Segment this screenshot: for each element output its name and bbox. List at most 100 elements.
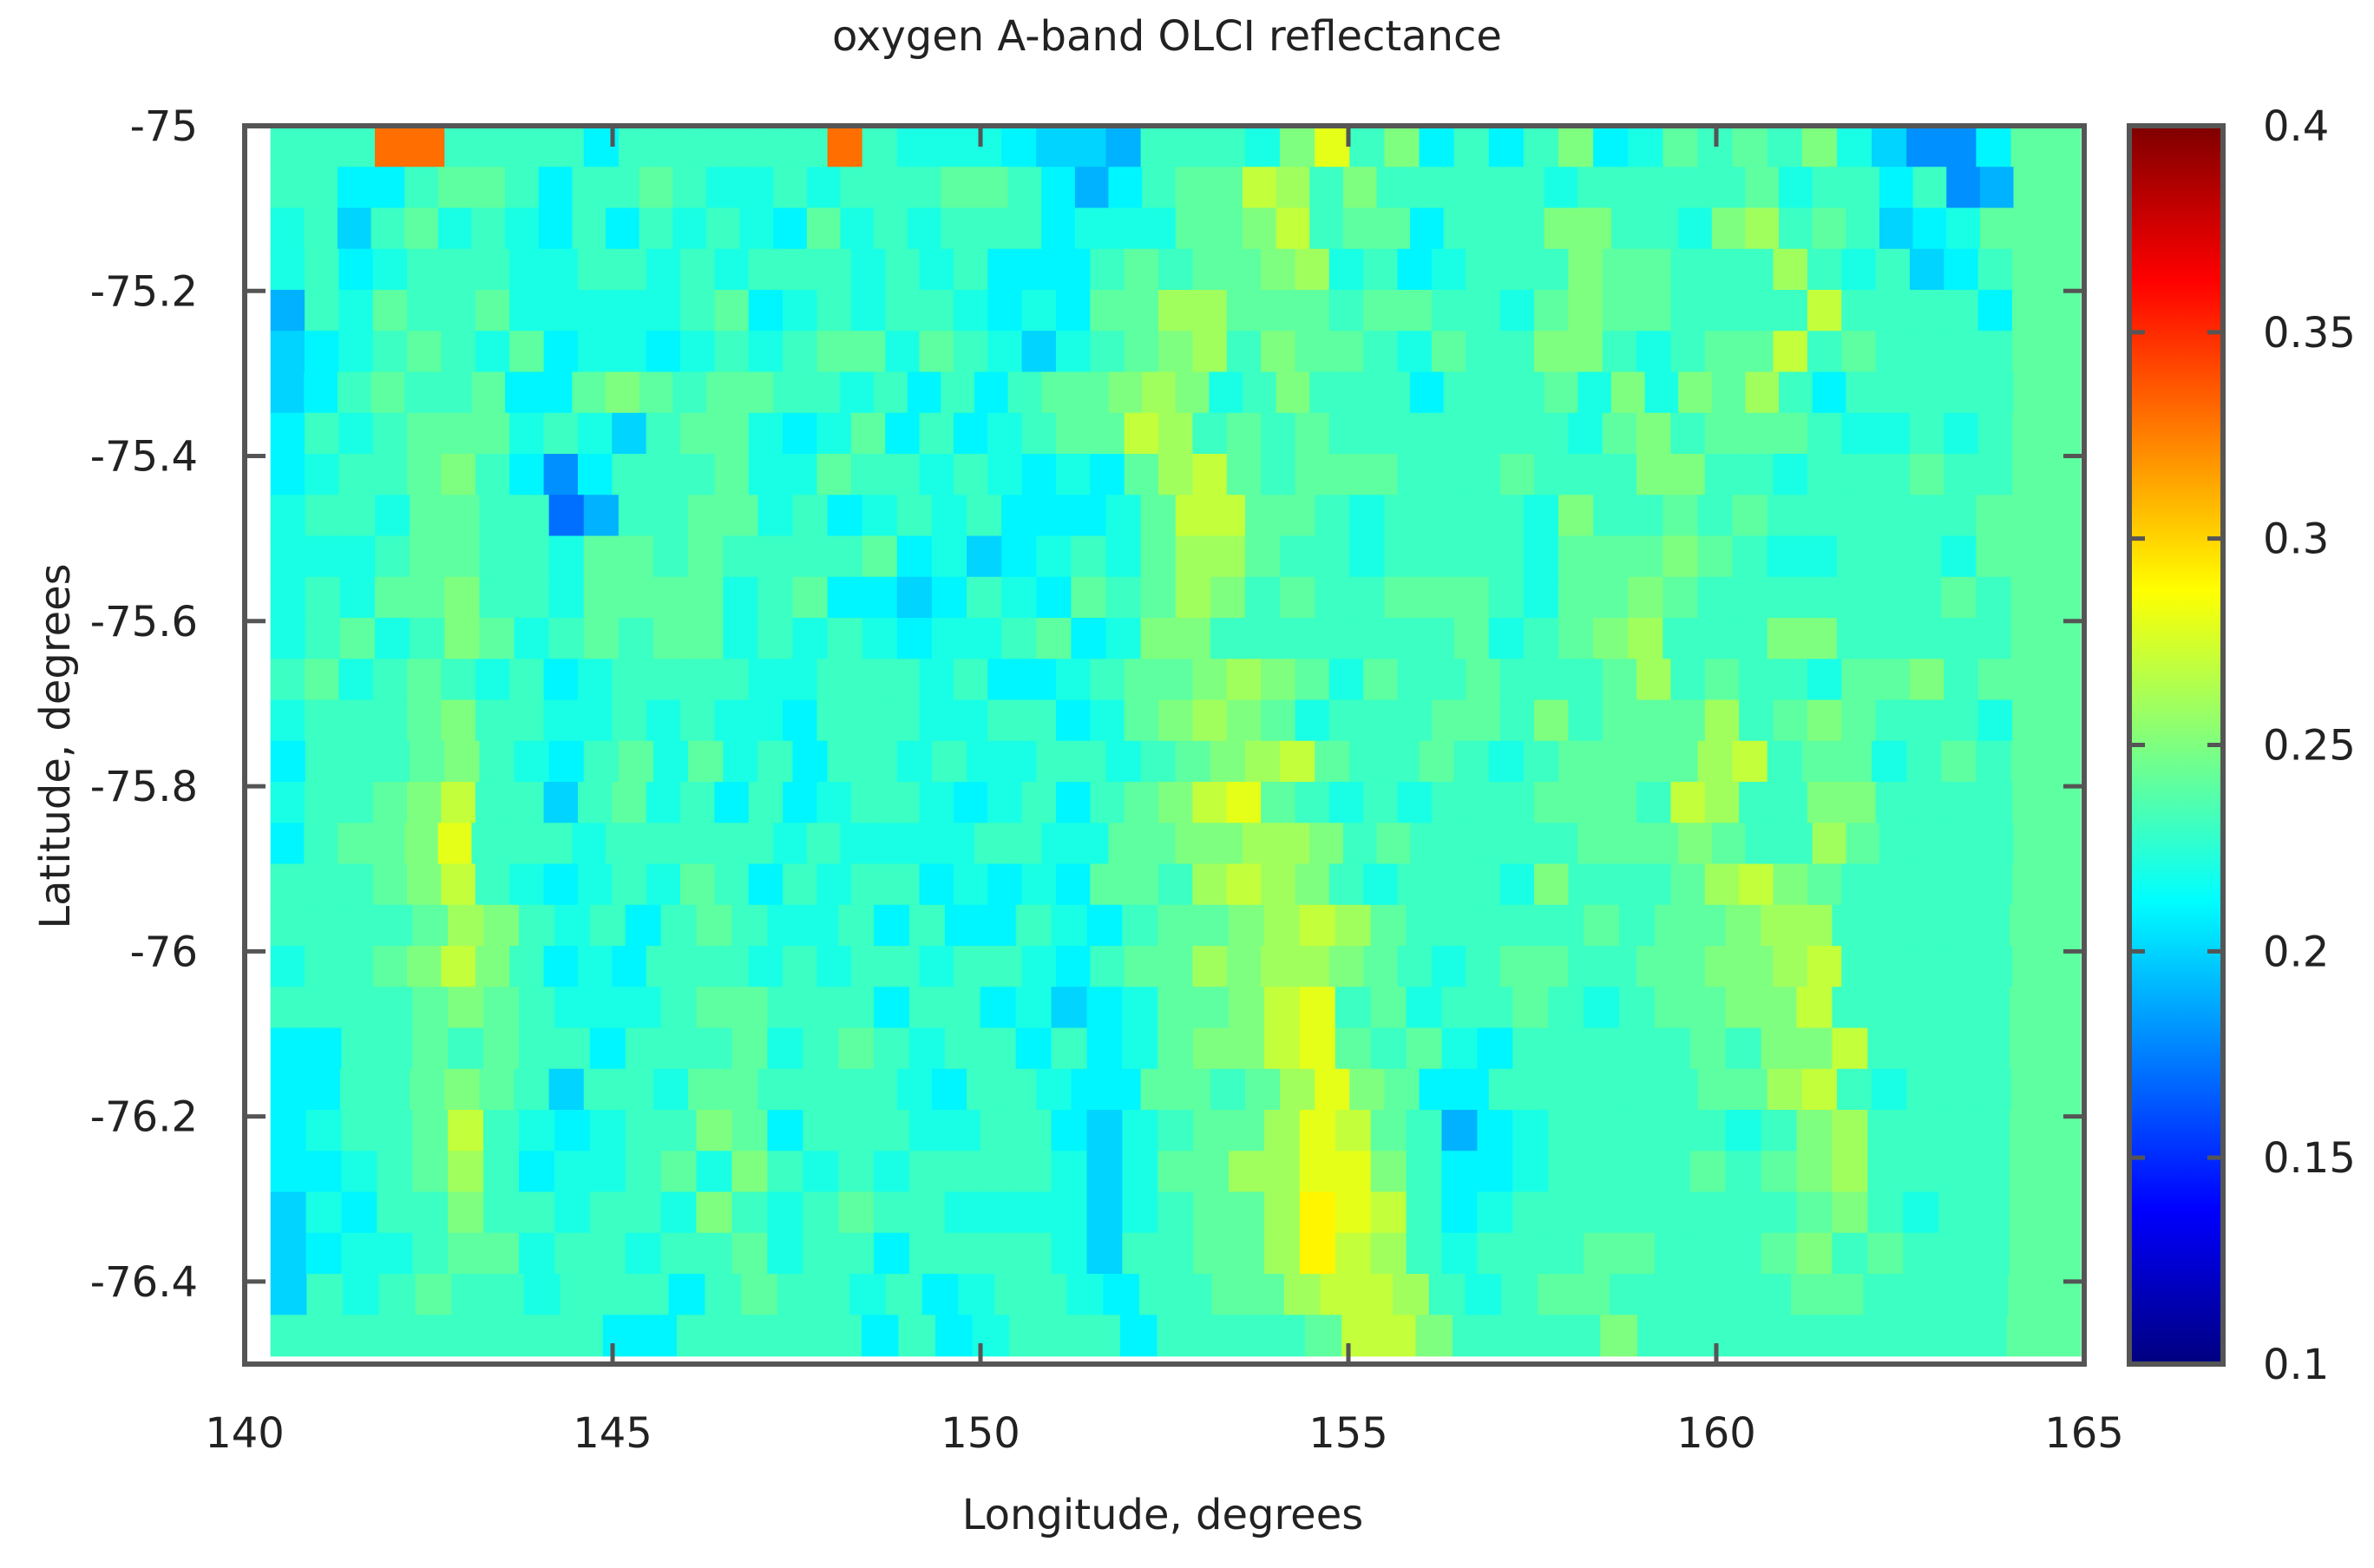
heatmap-cell xyxy=(1105,126,1142,168)
heatmap-cell xyxy=(1193,1109,1230,1152)
heatmap-cell xyxy=(714,412,750,455)
heatmap-cell xyxy=(1704,945,1740,988)
heatmap-cell xyxy=(1628,576,1664,619)
heatmap-cell xyxy=(1211,1273,1249,1316)
heatmap-cell xyxy=(885,863,921,906)
heatmap-cell xyxy=(441,699,476,742)
heatmap-cell xyxy=(1761,1109,1798,1152)
heatmap-cell xyxy=(1944,781,1979,824)
heatmap-cell xyxy=(2009,987,2046,1029)
heatmap-cell xyxy=(1548,987,1584,1029)
heatmap-cell xyxy=(1558,740,1594,783)
heatmap-cell xyxy=(1124,454,1159,496)
heatmap-cell xyxy=(2046,781,2082,824)
heatmap-cell xyxy=(509,248,545,291)
heatmap-cell xyxy=(1499,454,1535,496)
heatmap-cell xyxy=(441,659,476,701)
heatmap-cell xyxy=(1229,1027,1265,1070)
heatmap-cell xyxy=(1946,823,1981,865)
heatmap-cell xyxy=(1124,290,1159,332)
heatmap-cell xyxy=(1767,740,1803,783)
heatmap-cell xyxy=(337,207,372,250)
heatmap-cell xyxy=(1071,740,1107,783)
heatmap-cell xyxy=(1007,207,1042,250)
heatmap-cell xyxy=(1209,207,1243,250)
heatmap-cell xyxy=(714,248,750,291)
heatmap-cell xyxy=(548,535,585,578)
heatmap-cell xyxy=(987,248,1023,291)
heatmap-cell xyxy=(444,1068,481,1111)
heatmap-cell xyxy=(1796,987,1833,1029)
heatmap-cell xyxy=(1328,781,1364,824)
heatmap-cell xyxy=(1406,904,1443,947)
heatmap-cell xyxy=(341,987,378,1029)
heatmap-cell xyxy=(305,904,343,947)
heatmap-cell xyxy=(1441,1109,1479,1152)
heatmap-cell xyxy=(1051,1232,1088,1275)
heatmap-cell xyxy=(1711,371,1747,414)
heatmap-cell xyxy=(505,207,540,250)
heatmap-cell xyxy=(1534,659,1570,701)
heatmap-cell xyxy=(605,371,640,414)
heatmap-cell xyxy=(1568,331,1603,373)
heatmap-cell xyxy=(618,535,654,578)
heatmap-cell xyxy=(1906,495,1943,537)
heatmap-cell xyxy=(1157,1027,1194,1070)
heatmap-cell xyxy=(1841,945,1877,988)
heatmap-cell xyxy=(514,495,550,537)
heatmap-cell xyxy=(412,1109,449,1152)
heatmap-cell xyxy=(1295,659,1330,701)
heatmap-cell xyxy=(1051,1191,1088,1234)
heatmap-cell xyxy=(1602,331,1637,373)
heatmap-cell xyxy=(1349,126,1386,168)
heatmap-cell xyxy=(1977,331,2013,373)
heatmap-cell xyxy=(1610,207,1646,250)
heatmap-cell xyxy=(1055,699,1092,742)
heatmap-cell xyxy=(838,1151,875,1193)
heatmap-cell xyxy=(1711,167,1747,209)
heatmap-cell xyxy=(723,576,759,619)
heatmap-cell xyxy=(1051,904,1088,947)
heatmap-cell xyxy=(441,290,476,332)
heatmap-cell xyxy=(723,495,759,537)
heatmap-cell xyxy=(1807,248,1843,291)
heatmap-cell xyxy=(944,1191,981,1234)
heatmap-cell xyxy=(731,1151,769,1193)
heatmap-cell xyxy=(1021,331,1057,373)
heatmap-cell xyxy=(444,535,481,578)
heatmap-cell xyxy=(1602,781,1637,824)
heatmap-cell xyxy=(270,740,306,783)
heatmap-cell xyxy=(1242,371,1277,414)
heatmap-cell xyxy=(548,495,585,537)
heatmap-cell xyxy=(1732,740,1768,783)
heatmap-cell xyxy=(1979,207,2015,250)
heatmap-cell xyxy=(1015,1232,1053,1275)
heatmap-cell xyxy=(1086,987,1124,1029)
heatmap-cell xyxy=(577,290,613,332)
heatmap-cell xyxy=(1021,781,1057,824)
heatmap-cell xyxy=(1568,945,1603,988)
heatmap-cell xyxy=(1157,904,1194,947)
heatmap-cell xyxy=(1841,248,1877,291)
heatmap-cell xyxy=(1732,126,1768,168)
heatmap-cell xyxy=(1754,1273,1792,1316)
heatmap-cell xyxy=(1682,1273,1720,1316)
heatmap-cell xyxy=(1912,371,1948,414)
heatmap-cell xyxy=(1086,904,1124,947)
heatmap-cell xyxy=(1158,412,1194,455)
heatmap-cell xyxy=(680,412,716,455)
heatmap-cell xyxy=(896,617,933,660)
heatmap-cell xyxy=(1773,331,1808,373)
heatmap-cell xyxy=(1477,167,1512,209)
heatmap-cell xyxy=(1636,699,1672,742)
heatmap-cell xyxy=(543,781,579,824)
heatmap-cell xyxy=(767,1191,804,1234)
heatmap-cell xyxy=(1836,495,1872,537)
heatmap-cell xyxy=(337,371,372,414)
heatmap-cell xyxy=(1090,945,1125,988)
heatmap-cell xyxy=(577,945,613,988)
heatmap-cell xyxy=(618,126,654,168)
heatmap-cell xyxy=(1836,617,1872,660)
heatmap-cell xyxy=(1704,863,1740,906)
heatmap-cell xyxy=(1226,454,1262,496)
